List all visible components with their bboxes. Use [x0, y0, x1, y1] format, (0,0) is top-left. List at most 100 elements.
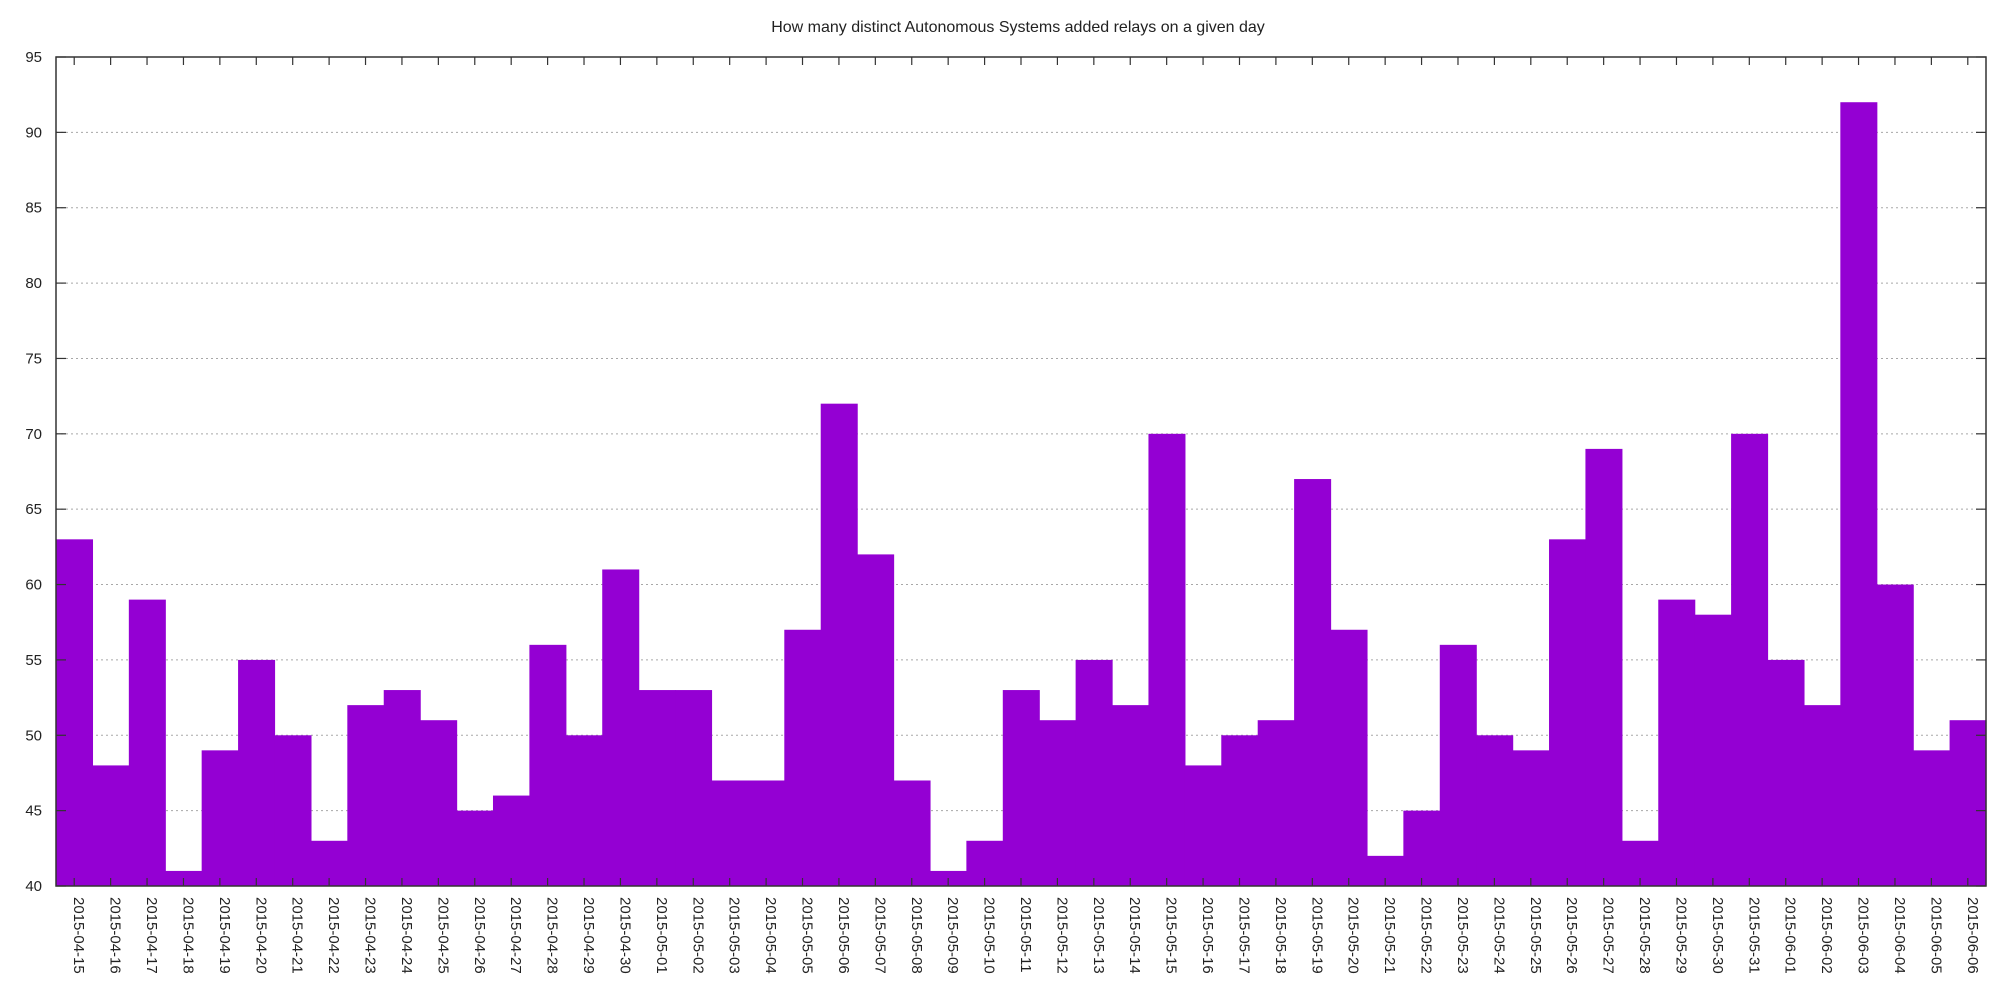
- x-tick-label: 2015-04-23: [362, 897, 379, 974]
- x-tick-label: 2015-05-04: [762, 897, 779, 974]
- x-tick-label: 2015-05-22: [1418, 897, 1435, 974]
- bar: [1439, 644, 1477, 886]
- x-tick-label: 2015-05-19: [1308, 897, 1325, 974]
- x-tick-label: 2015-04-25: [434, 897, 451, 974]
- x-tick-label: 2015-06-02: [1818, 897, 1835, 974]
- x-axis: 2015-04-15 2015-04-16 2015-04-17 2015-04-18…: [70, 57, 1981, 974]
- chart-title: How many distinct Autonomous Systems add…: [771, 19, 1265, 36]
- bar: [238, 659, 276, 886]
- bar: [1221, 735, 1259, 886]
- x-tick-label: 2015-05-14: [1126, 897, 1143, 974]
- bar: [820, 403, 858, 886]
- x-tick-label: 2015-05-25: [1527, 897, 1544, 974]
- bar: [128, 599, 166, 886]
- bar: [1549, 539, 1587, 886]
- bar: [1184, 765, 1222, 886]
- x-tick-label: 2015-05-27: [1600, 897, 1617, 974]
- bar: [1658, 599, 1696, 886]
- x-tick-label: 2015-05-31: [1745, 897, 1762, 974]
- bar: [1330, 629, 1368, 886]
- x-tick-label: 2015-05-07: [871, 897, 888, 974]
- bar: [456, 810, 494, 886]
- x-tick-label: 2015-05-28: [1636, 897, 1653, 974]
- bar: [1803, 705, 1841, 886]
- y-tick-label: 95: [25, 49, 42, 66]
- bar: [711, 780, 749, 886]
- bar: [274, 735, 312, 886]
- x-tick-label: 2015-04-19: [216, 897, 233, 974]
- x-tick-label: 2015-05-15: [1163, 897, 1180, 974]
- x-tick-label: 2015-05-03: [726, 897, 743, 974]
- y-tick-label: 65: [25, 501, 42, 518]
- bar: [1403, 810, 1441, 886]
- x-tick-label: 2015-04-15: [70, 897, 87, 974]
- x-tick-label: 2015-04-16: [107, 897, 124, 974]
- bar: [893, 780, 931, 886]
- bar: [1075, 659, 1113, 886]
- x-tick-label: 2015-04-18: [179, 897, 196, 974]
- x-tick-label: 2015-05-24: [1490, 897, 1507, 974]
- x-tick-label: 2015-04-30: [616, 897, 633, 974]
- x-tick-label: 2015-05-05: [799, 897, 816, 974]
- x-tick-label: 2015-04-28: [544, 897, 561, 974]
- x-tick-label: 2015-05-20: [1345, 897, 1362, 974]
- bar: [492, 795, 530, 886]
- y-tick-label: 75: [25, 350, 42, 367]
- y-tick-label: 85: [25, 200, 42, 217]
- bar: [1476, 735, 1514, 886]
- bar: [56, 539, 94, 886]
- bar: [1913, 750, 1951, 886]
- x-tick-label: 2015-04-22: [325, 897, 342, 974]
- bar: [1767, 659, 1805, 886]
- bar: [347, 705, 385, 886]
- x-tick-label: 2015-05-21: [1381, 897, 1398, 974]
- x-tick-label: 2015-06-03: [1855, 897, 1872, 974]
- bar: [529, 644, 567, 886]
- y-tick-label: 50: [25, 727, 42, 744]
- y-tick-label: 45: [25, 803, 42, 820]
- bar: [638, 690, 676, 886]
- bar: [675, 690, 713, 886]
- x-tick-label: 2015-06-04: [1891, 897, 1908, 974]
- x-tick-label: 2015-05-02: [689, 897, 706, 974]
- x-tick-label: 2015-05-29: [1672, 897, 1689, 974]
- bars: [56, 102, 1987, 886]
- x-tick-label: 2015-04-29: [580, 897, 597, 974]
- bar: [92, 765, 130, 886]
- bar: [565, 735, 603, 886]
- y-tick-label: 70: [25, 426, 42, 443]
- bar: [784, 629, 822, 886]
- bar: [1585, 448, 1623, 886]
- bar: [1949, 720, 1987, 886]
- x-tick-label: 2015-05-08: [908, 897, 925, 974]
- bar: [602, 569, 640, 886]
- y-tick-label: 90: [25, 124, 42, 141]
- x-tick-label: 2015-04-20: [252, 897, 269, 974]
- y-tick-label: 55: [25, 652, 42, 669]
- bar: [420, 720, 458, 886]
- bar: [383, 690, 421, 886]
- bar: [747, 780, 785, 886]
- x-tick-label: 2015-04-26: [471, 897, 488, 974]
- y-tick-label: 80: [25, 275, 42, 292]
- bar: [1512, 750, 1550, 886]
- bar: [1002, 690, 1040, 886]
- x-tick-label: 2015-05-17: [1235, 897, 1252, 974]
- bar: [1257, 720, 1295, 886]
- bar: [1112, 705, 1150, 886]
- bar: [1840, 102, 1878, 886]
- x-tick-label: 2015-06-01: [1782, 897, 1799, 974]
- x-tick-label: 2015-05-13: [1090, 897, 1107, 974]
- y-axis: 40 45 50 55 60 65 70 75 80 85 90 95: [25, 49, 1986, 895]
- x-tick-label: 2015-05-26: [1563, 897, 1580, 974]
- y-tick-label: 60: [25, 577, 42, 594]
- y-tick-label: 40: [25, 878, 42, 895]
- x-tick-label: 2015-05-16: [1199, 897, 1216, 974]
- x-tick-label: 2015-05-11: [1017, 897, 1034, 973]
- x-tick-label: 2015-04-24: [398, 897, 415, 974]
- bar: [1694, 614, 1732, 886]
- x-tick-label: 2015-05-23: [1454, 897, 1471, 974]
- x-tick-label: 2015-05-18: [1272, 897, 1289, 974]
